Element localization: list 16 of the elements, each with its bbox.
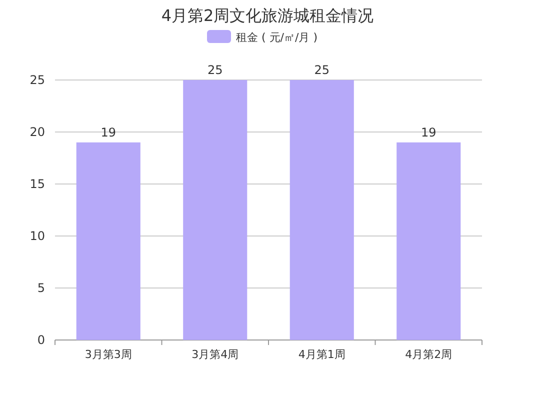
data-label: 19	[420, 125, 436, 140]
data-label: 25	[314, 63, 330, 77]
y-tick-label: 5	[37, 281, 45, 295]
y-tick-label: 25	[30, 73, 45, 87]
y-tick-label: 10	[30, 229, 45, 243]
chart-title: 4月第2周文化旅游城租金情况	[161, 6, 374, 25]
y-tick-label: 0	[37, 333, 45, 347]
data-label: 25	[207, 63, 223, 77]
y-tick-label: 15	[30, 177, 45, 191]
x-tick-label: 3月第4周	[192, 348, 239, 361]
data-label: 19	[100, 125, 116, 140]
legend-label: 租金 ( 元/㎡/月 )	[236, 31, 318, 44]
y-tick-label: 20	[30, 125, 45, 139]
x-tick-label: 3月第3周	[84, 348, 132, 361]
x-tick-label: 4月第2周	[405, 348, 452, 361]
x-tick-label: 4月第1周	[298, 348, 346, 361]
